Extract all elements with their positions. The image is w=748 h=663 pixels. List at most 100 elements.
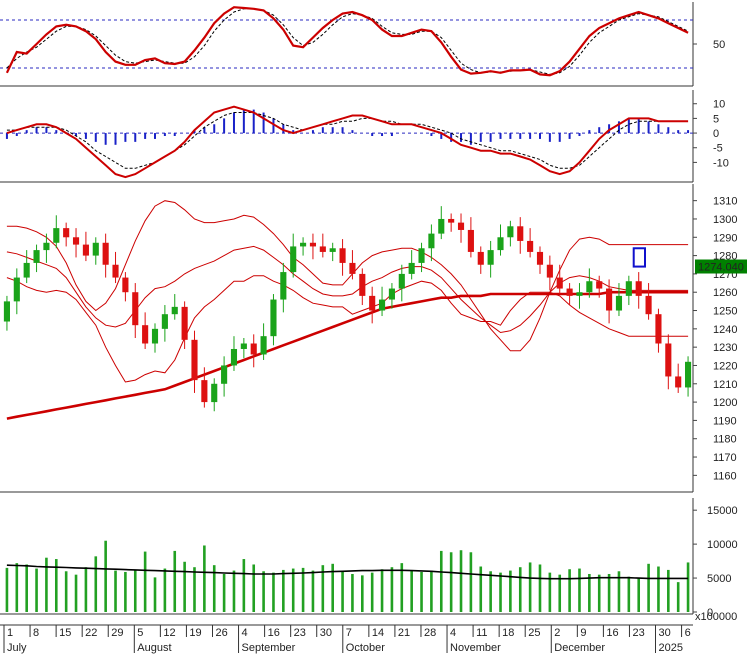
x-tick-label: 6 <box>685 627 691 639</box>
volume-bar <box>538 564 542 612</box>
volume-bar <box>430 570 433 612</box>
candle-body <box>319 246 326 252</box>
price-tick-label-1260: 1260 <box>713 287 737 299</box>
volume-bar <box>588 573 591 612</box>
volume-bar <box>35 568 38 612</box>
volume-bar <box>173 550 177 612</box>
candle-body <box>388 288 395 300</box>
volume-bar <box>469 552 473 612</box>
price-tick-label-1230: 1230 <box>713 342 737 354</box>
candle-body <box>536 251 544 265</box>
candle-body <box>132 292 139 326</box>
candle-body <box>142 325 149 344</box>
candle-body <box>112 264 119 278</box>
candle-body <box>92 242 99 256</box>
volume-bar <box>301 567 305 612</box>
volume-average-line <box>6 564 689 580</box>
candle-body <box>418 248 425 263</box>
candle-body <box>517 226 524 241</box>
price-tick-label-1300: 1300 <box>713 214 737 226</box>
price-tick-label-1310: 1310 <box>713 196 737 208</box>
volume-bar <box>25 564 28 612</box>
volume-bar <box>351 573 354 612</box>
x-tick-label: 4 <box>450 627 456 639</box>
x-tick-label: 16 <box>268 627 280 639</box>
candle-body <box>438 218 445 234</box>
volume-unit-label: x100000 <box>695 611 737 623</box>
x-tick-label: 22 <box>85 627 97 639</box>
volume-tick-label-15000: 15000 <box>707 505 738 517</box>
candle-body <box>72 237 80 245</box>
price-tick-label-1160: 1160 <box>713 470 737 482</box>
price-tick-label-1240: 1240 <box>713 324 737 336</box>
volume-bar <box>489 571 492 612</box>
candle-body <box>349 262 356 274</box>
volume-bar <box>607 573 611 612</box>
candle-body <box>339 248 346 263</box>
candle-body <box>221 365 228 384</box>
volume-bar <box>15 563 19 612</box>
x-month-label: August <box>137 642 171 654</box>
price-band-line <box>6 275 689 383</box>
candle-body <box>477 251 484 265</box>
candle-body <box>82 244 89 256</box>
candle-body <box>53 228 60 243</box>
x-month-label: September <box>242 642 296 654</box>
candle-body <box>645 295 652 315</box>
price-band-line <box>6 245 689 334</box>
x-tick-label: 7 <box>346 627 352 639</box>
x-tick-label: 1 <box>7 627 13 639</box>
volume-bar <box>686 562 690 612</box>
volume-bar <box>380 569 384 612</box>
candle-body <box>625 281 632 296</box>
volume-bar <box>193 567 196 612</box>
candle-body <box>329 248 336 252</box>
volume-bar <box>627 576 631 612</box>
volume-bar <box>282 569 285 612</box>
candle-body <box>260 336 267 355</box>
candle-body <box>369 295 376 311</box>
price-tick-label-1290: 1290 <box>713 232 737 244</box>
candle-body <box>606 288 613 311</box>
candle-body <box>191 339 198 381</box>
x-tick-label: 16 <box>606 627 618 639</box>
volume-bar <box>153 577 157 612</box>
x-tick-label: 15 <box>59 627 71 639</box>
candle-body <box>675 376 682 388</box>
x-tick-label: 25 <box>528 627 540 639</box>
x-month-label: November <box>450 642 501 654</box>
volume-bar <box>647 563 650 612</box>
volume-tick-label-10000: 10000 <box>707 539 738 551</box>
volume-bar <box>5 567 9 612</box>
volume-bar <box>499 572 502 612</box>
volume-bar <box>420 571 423 612</box>
candle-body <box>3 301 10 322</box>
macd-tick-label--10: -10 <box>713 157 729 169</box>
volume-bar <box>163 568 167 612</box>
volume-bar <box>479 566 483 612</box>
volume-bar <box>558 574 562 612</box>
price-band-line <box>6 200 689 352</box>
price-tick-label-1180: 1180 <box>713 434 737 446</box>
x-tick-label: 8 <box>33 627 39 639</box>
stoch-tick-label-50: 50 <box>713 39 725 51</box>
candle-body <box>359 273 366 296</box>
candle-body <box>615 295 623 311</box>
candle-body <box>171 306 178 315</box>
candle-body <box>230 348 238 366</box>
candle-body <box>685 361 692 388</box>
volume-bar <box>439 550 443 612</box>
last-price-label: 1274.040 <box>698 262 744 274</box>
candle-body <box>33 250 40 263</box>
macd-line <box>6 105 689 179</box>
volume-tick-label-5000: 5000 <box>707 573 731 585</box>
candle-body <box>122 277 129 293</box>
macd-signal-line <box>6 112 689 169</box>
last-price-badge <box>695 259 747 274</box>
macd-tick-label-5: 5 <box>713 113 719 125</box>
volume-bar <box>133 569 137 612</box>
x-month-label: December <box>554 642 605 654</box>
candle-body <box>655 314 662 344</box>
candle-body <box>309 242 317 247</box>
